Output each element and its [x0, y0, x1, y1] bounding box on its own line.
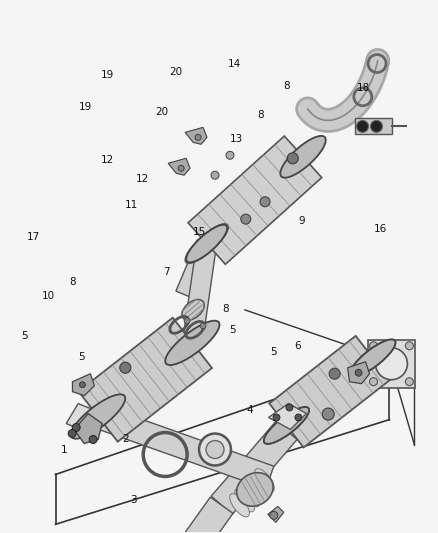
Circle shape: [72, 424, 80, 432]
Circle shape: [270, 511, 278, 519]
Circle shape: [241, 214, 251, 224]
Text: 5: 5: [270, 346, 277, 357]
FancyBboxPatch shape: [367, 340, 415, 387]
Text: 5: 5: [21, 330, 28, 341]
Polygon shape: [78, 318, 212, 442]
Circle shape: [371, 120, 382, 132]
Polygon shape: [176, 240, 216, 299]
Circle shape: [184, 318, 190, 324]
Circle shape: [211, 171, 219, 179]
Circle shape: [120, 362, 131, 373]
Circle shape: [260, 197, 270, 207]
Text: 20: 20: [169, 68, 182, 77]
Text: 19: 19: [79, 102, 92, 112]
Circle shape: [273, 414, 280, 421]
Ellipse shape: [165, 321, 219, 365]
Ellipse shape: [350, 340, 396, 376]
Polygon shape: [72, 374, 95, 395]
Text: 4: 4: [246, 405, 253, 415]
Text: 13: 13: [230, 134, 243, 144]
Circle shape: [226, 151, 234, 159]
Ellipse shape: [235, 489, 254, 512]
Ellipse shape: [240, 483, 259, 507]
Polygon shape: [268, 506, 284, 522]
Circle shape: [199, 433, 231, 465]
Circle shape: [355, 369, 362, 376]
Circle shape: [329, 368, 340, 379]
Text: 8: 8: [257, 110, 264, 120]
Ellipse shape: [282, 137, 325, 176]
Ellipse shape: [71, 394, 125, 439]
Ellipse shape: [182, 300, 204, 320]
FancyBboxPatch shape: [355, 118, 392, 134]
Text: 12: 12: [136, 174, 149, 184]
Circle shape: [178, 165, 184, 171]
Text: 8: 8: [283, 81, 290, 91]
Polygon shape: [188, 136, 322, 264]
Text: 6: 6: [294, 341, 301, 351]
Circle shape: [89, 435, 97, 443]
Polygon shape: [268, 403, 307, 430]
Ellipse shape: [245, 479, 265, 502]
Polygon shape: [246, 422, 297, 474]
Ellipse shape: [230, 494, 249, 517]
Polygon shape: [94, 405, 274, 489]
Text: 7: 7: [163, 267, 170, 277]
Ellipse shape: [72, 395, 124, 438]
Polygon shape: [168, 158, 190, 175]
Circle shape: [370, 378, 378, 386]
Ellipse shape: [186, 225, 227, 262]
Ellipse shape: [280, 136, 326, 177]
Ellipse shape: [237, 473, 273, 506]
Text: 11: 11: [125, 200, 138, 211]
Circle shape: [287, 153, 298, 164]
Circle shape: [286, 404, 293, 411]
Text: 16: 16: [374, 224, 387, 235]
Text: 18: 18: [357, 83, 370, 93]
Text: 5: 5: [229, 325, 235, 335]
Text: 15: 15: [193, 227, 206, 237]
Circle shape: [375, 348, 407, 379]
Polygon shape: [211, 456, 267, 514]
Text: 10: 10: [42, 290, 55, 301]
Circle shape: [370, 342, 378, 350]
Circle shape: [406, 342, 413, 350]
Circle shape: [79, 382, 85, 387]
Text: 9: 9: [299, 216, 305, 227]
Circle shape: [295, 414, 302, 421]
Ellipse shape: [264, 407, 309, 444]
Ellipse shape: [264, 407, 309, 444]
Circle shape: [406, 378, 413, 386]
Text: 19: 19: [101, 70, 114, 80]
Text: 3: 3: [131, 495, 137, 505]
Circle shape: [195, 134, 201, 140]
Text: 17: 17: [27, 232, 40, 243]
Ellipse shape: [166, 322, 218, 364]
Circle shape: [68, 430, 76, 438]
Polygon shape: [185, 127, 207, 144]
Text: 2: 2: [122, 434, 128, 445]
Polygon shape: [66, 403, 98, 433]
Ellipse shape: [255, 469, 274, 492]
Circle shape: [200, 323, 206, 329]
Text: 12: 12: [101, 155, 114, 165]
Text: 20: 20: [155, 107, 169, 117]
Text: 1: 1: [61, 445, 67, 455]
Text: 8: 8: [222, 304, 229, 314]
Text: 8: 8: [69, 278, 76, 287]
Polygon shape: [74, 414, 102, 443]
Circle shape: [206, 441, 224, 458]
Ellipse shape: [250, 474, 269, 497]
Ellipse shape: [350, 340, 396, 376]
Polygon shape: [183, 242, 217, 344]
Circle shape: [322, 408, 334, 420]
Polygon shape: [348, 362, 370, 384]
Text: 5: 5: [78, 352, 85, 362]
Polygon shape: [269, 336, 390, 447]
Ellipse shape: [185, 224, 228, 263]
Polygon shape: [185, 497, 233, 533]
Text: 14: 14: [228, 60, 241, 69]
Circle shape: [357, 120, 368, 132]
